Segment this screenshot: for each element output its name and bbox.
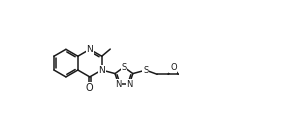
Text: N: N (115, 80, 122, 88)
Text: S: S (121, 63, 127, 72)
Text: N: N (98, 66, 105, 74)
Text: S: S (143, 66, 148, 75)
Text: O: O (170, 63, 177, 72)
Text: O: O (86, 83, 94, 93)
Text: N: N (86, 45, 93, 54)
Text: N: N (126, 80, 133, 88)
